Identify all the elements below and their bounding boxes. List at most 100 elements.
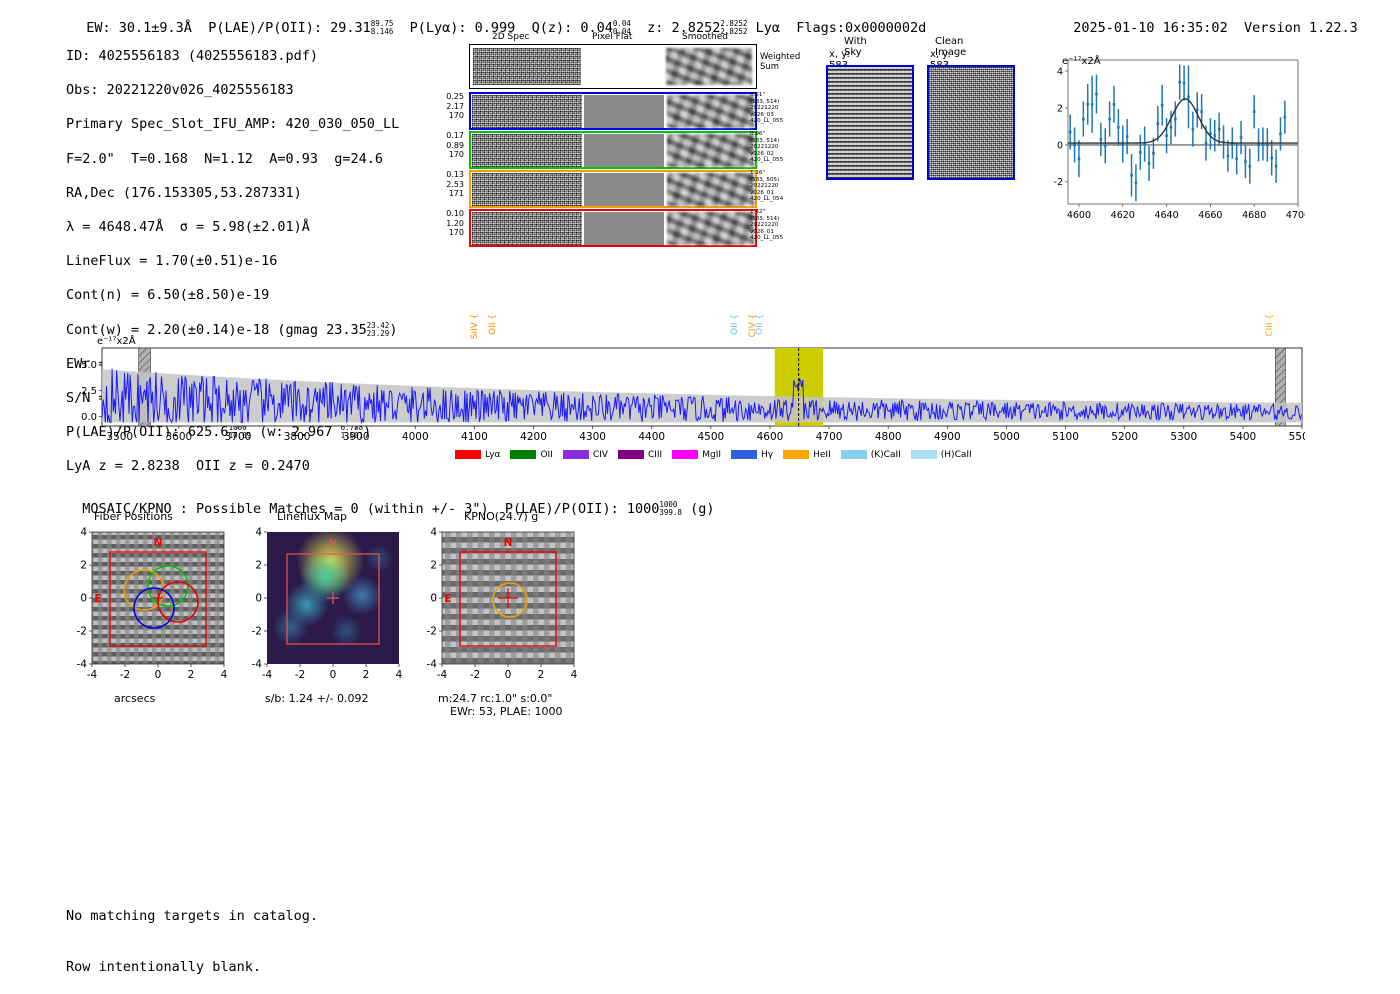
mosaic-matches-text: MOSAIC/KPNO : Possible Matches = 0 (with… (82, 501, 660, 518)
svg-text:4660: 4660 (1198, 210, 1222, 221)
legend-label: MgII (702, 449, 722, 460)
spec2d-col-title-pixelflat: Pixel Flat (592, 32, 633, 42)
svg-text:-4: -4 (87, 669, 98, 681)
svg-text:4200: 4200 (520, 431, 547, 443)
header-datetime: 2025-01-10 16:35:02 (1073, 20, 1228, 36)
fiber-row-right-labels: 0.51" (583, 514) 20221220 v026_03 420_LL_055 (750, 92, 784, 125)
spectrum-y-unit-label: e⁻¹⁷x2Å (97, 336, 136, 347)
panel-title: Lineflux Map (277, 510, 348, 523)
footer-message: No matching targets in catalog. Row inte… (66, 874, 318, 994)
cutout-title: With Sky (844, 36, 867, 58)
source-info-block: ID: 4025556183 (4025556183.pdf) Obs: 202… (66, 31, 399, 493)
svg-text:3600: 3600 (165, 431, 192, 443)
legend-item: CIV (562, 450, 608, 460)
weighted-sum-label: Weighted Sum (760, 52, 801, 72)
header-line-id: Lyα (755, 20, 780, 36)
header-z-range: 2.8252 2.8252 (720, 19, 748, 36)
svg-text:5500: 5500 (1289, 431, 1305, 443)
footer-line-2: Row intentionally blank. (66, 959, 262, 976)
panel-xlabel: s/b: 1.24 +/- 0.092 (265, 692, 369, 705)
fiber-2dspec-image (472, 173, 582, 206)
svg-text:4600: 4600 (757, 431, 784, 443)
spec2d-col-title-smoothed: Smoothed (682, 32, 728, 42)
svg-text:4800: 4800 (875, 431, 902, 443)
fiber-pixelflat-image (584, 173, 664, 206)
fiber-smoothed-image (667, 212, 754, 245)
svg-text:4: 4 (255, 527, 262, 539)
fiber-row-left-labels: 0.17 0.89 170 (446, 131, 464, 160)
spec2d-panel: 2D Spec Pixel Flat Smoothed Weighted Sum … (446, 32, 810, 250)
weighted-sum-smoothed-image (666, 48, 752, 85)
legend-item: Hγ (731, 450, 773, 460)
fiber-smoothed-image (667, 134, 754, 167)
info-params: F=2.0" T=0.168 N=1.12 A=0.93 g=24.6 (66, 150, 383, 167)
info-lambda-sigma: λ = 4648.47Å σ = 5.98(±2.01)Å (66, 219, 310, 236)
legend-swatch (617, 450, 644, 459)
header-qz: Q(z): 0.04 (531, 20, 613, 36)
header-summary-line: EW: 30.1±9.3Å P(LAE)/P(OII): 29.31 89.75 8… (70, 4, 926, 37)
svg-text:4500: 4500 (697, 431, 724, 443)
spec2d-weighted-sum-row (469, 44, 757, 89)
cutout-title: Clean Image (935, 36, 967, 58)
fiber-positions-svg: N E -4-4 -2 -2 0 0 2 2 4 4 (77, 527, 228, 681)
emission-line-label: OII { (730, 314, 741, 335)
legend-item: Lyα (455, 450, 500, 460)
svg-text:4700: 4700 (1286, 210, 1305, 221)
fiber-row-right-labels: 1.42" (583, 514) 20221220 v026_01 420_LL_055 (750, 209, 784, 242)
svg-text:-2: -2 (77, 626, 87, 638)
svg-text:4: 4 (1057, 66, 1063, 77)
svg-text:3900: 3900 (343, 431, 370, 443)
svg-text:4620: 4620 (1111, 210, 1135, 221)
header-version: Version 1.22.3 (1243, 20, 1358, 36)
header-plae-poii-range: 89.75 8.146 (370, 19, 394, 36)
svg-text:4: 4 (396, 669, 403, 681)
svg-text:5400: 5400 (1230, 431, 1257, 443)
emission-line-fit-chart: 4600 4620 4640 4660 4680 4700 -2 0 2 4 e⁻¹⁷x2Å (1040, 52, 1311, 237)
svg-text:-4: -4 (77, 659, 88, 671)
fiber-positions-panel: Fiber Positions N E -4 -4 -2 -2 0 0 2 2 4 4 arcsecs (62, 510, 237, 710)
svg-text:4900: 4900 (934, 431, 961, 443)
svg-text:2.5: 2.5 (81, 386, 97, 397)
full-spectrum-svg: 0.0 2.5 5.0 3500 3600 3700 3800 3900 4000 4100 420… (81, 347, 1305, 443)
svg-text:5200: 5200 (1111, 431, 1138, 443)
legend-swatch (731, 450, 758, 459)
svg-text:0: 0 (155, 669, 162, 681)
svg-text:5100: 5100 (1052, 431, 1079, 443)
svg-text:5000: 5000 (993, 431, 1020, 443)
spec2d-fiber-rows: 0.25 2.17 170 0.51" (583, 514) 20221220 v026_… (446, 90, 810, 250)
lineflux-map-svg: N -4-4 -2 -2 0 0 2 2 4 4 (252, 527, 403, 681)
svg-text:4: 4 (430, 527, 437, 539)
info-cont-n: Cont(n) = 6.50(±8.50)e-19 (66, 287, 270, 304)
panel-xlabel: arcsecs (114, 692, 156, 705)
header-ew: EW: 30.1±9.3Å (86, 20, 192, 36)
fiber-row-right-labels: 1.16" (583, 505) 20221220 v026_01 420_LL_054 (750, 170, 784, 203)
mosaic-filter: (g) (690, 501, 715, 518)
header-plae-poii-value: 29.31 (330, 20, 371, 36)
info-id: ID: 4025556183 (4025556183.pdf) (66, 48, 318, 65)
legend-label: CIII (647, 449, 663, 460)
legend-swatch (783, 450, 810, 459)
info-primary-spec: Primary Spec_Slot_IFU_AMP: 420_030_050_L… (66, 116, 400, 133)
legend-swatch (510, 450, 537, 459)
svg-text:4: 4 (80, 527, 87, 539)
fiber-row-right-labels: 0.96" (583, 514) 20221220 v026_02 420_LL_055 (750, 131, 784, 164)
svg-text:-2: -2 (295, 669, 305, 681)
fiber-2dspec-image (472, 134, 582, 167)
svg-text:N: N (329, 538, 336, 549)
svg-text:3800: 3800 (284, 431, 311, 443)
info-cont-w-range: 23.42 23.29 (366, 320, 390, 338)
svg-text:5300: 5300 (1170, 431, 1197, 443)
line-fit-y-unit-label: e⁻¹⁷x2Å (1062, 56, 1101, 67)
svg-text:2: 2 (1057, 103, 1063, 114)
footer-line-1: No matching targets in catalog. (66, 908, 318, 925)
emission-line-label: CIII { (1264, 314, 1275, 337)
legend-item: OII (510, 450, 553, 460)
svg-text:3500: 3500 (106, 431, 133, 443)
panel-title: KPNO(24.7) g (464, 510, 539, 523)
svg-text:-4: -4 (262, 669, 273, 681)
full-spectrum-panel: MgII {NV {SiII {Lyα {NV {CIV {SiII {CII … (80, 278, 1305, 458)
fiber-pixelflat-image (584, 95, 664, 128)
emission-line-label: SiIV { (470, 314, 481, 340)
spec2d-fiber-row (469, 209, 757, 247)
mosaic-header-line: MOSAIC/KPNO : Possible Matches = 0 (with… (66, 484, 714, 518)
